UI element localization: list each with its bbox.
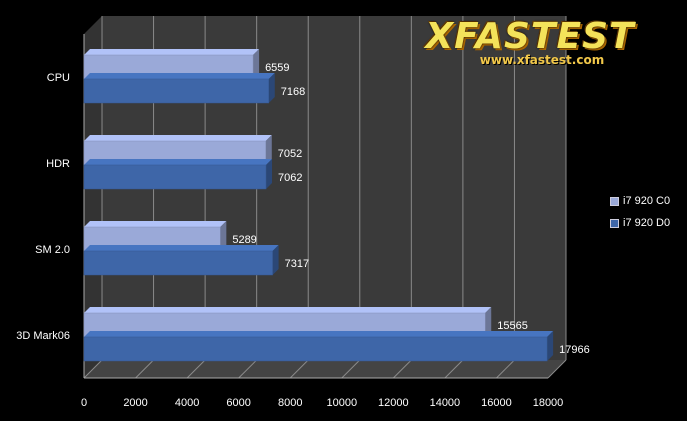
gridline-floor: [341, 359, 361, 379]
bar: [83, 78, 270, 104]
gridline-floor: [186, 359, 206, 379]
gridline-floor: [83, 359, 103, 379]
category-label: SM 2.0: [35, 244, 70, 256]
x-tick-label: 16000: [481, 397, 512, 409]
x-tick-label: 10000: [326, 397, 357, 409]
x-tick-label: 6000: [226, 397, 250, 409]
bar: [83, 250, 273, 276]
x-tick-labels: 0 2000 4000 6000 8000 10000 12000 14000 16000 180…: [81, 397, 563, 409]
data-label: 7168: [281, 86, 305, 98]
legend-label-c0: i7 920 C0: [623, 195, 671, 207]
x-tick-label: 18000: [533, 397, 564, 409]
category-label: CPU: [47, 72, 70, 84]
gridline-floor: [238, 359, 258, 379]
gridline-floor: [444, 359, 464, 379]
data-label: 7317: [285, 258, 309, 270]
logo-wordmark: XFASTEST: [425, 16, 635, 57]
legend-item-c0: i7 920 C0: [610, 190, 670, 212]
gridline-floor: [392, 359, 412, 379]
gridline-floor: [496, 359, 515, 379]
bar-end: [265, 135, 272, 165]
category-labels: CPU HDR SM 2.0 3D Mark06: [16, 72, 70, 342]
bar-end: [272, 245, 279, 275]
x-tick-label: 4000: [175, 397, 199, 409]
gridline-floor: [289, 359, 309, 379]
plot-side-wall: [84, 16, 102, 378]
bar-top: [84, 159, 273, 165]
data-label: 7062: [278, 172, 302, 184]
bar-top: [84, 73, 275, 79]
data-label: 15565: [497, 320, 528, 332]
bar-end: [485, 307, 492, 337]
bar-top: [84, 221, 227, 227]
bar-top: [84, 49, 260, 55]
legend-swatch-c0: [610, 196, 619, 206]
data-labels: 6559 7168 7052 7062 5289 7317 15565 17966: [232, 62, 589, 356]
gridline-floor: [135, 359, 154, 379]
data-label: 17966: [559, 344, 590, 356]
x-tick-label: 12000: [378, 397, 409, 409]
x-tick-label: 2000: [123, 397, 147, 409]
legend-swatch-d0: [610, 218, 619, 228]
logo-url: www.xfastest.com: [479, 53, 605, 67]
bar-end: [253, 49, 260, 79]
gridline-floor: [547, 359, 567, 379]
legend-item-d0: i7 920 D0: [610, 212, 670, 234]
bar-end: [266, 159, 273, 189]
bar: [83, 164, 267, 190]
bar-top: [84, 331, 554, 337]
bar-end: [547, 331, 554, 361]
bar-end: [220, 221, 227, 251]
bar-top: [84, 307, 492, 313]
data-label: 5289: [232, 234, 256, 246]
category-label: 3D Mark06: [16, 330, 70, 342]
legend-label-d0: i7 920 D0: [623, 217, 671, 229]
bar-top: [84, 135, 272, 141]
bar-end: [268, 73, 275, 103]
x-tick-label: 14000: [430, 397, 461, 409]
x-tick-label: 8000: [278, 397, 302, 409]
category-label: HDR: [46, 158, 70, 170]
xfastest-logo: XFASTEST www.xfastest.com: [412, 16, 648, 72]
data-label: 6559: [265, 62, 289, 74]
legend: i7 920 C0 i7 920 D0: [610, 190, 670, 234]
x-tick-label: 0: [81, 397, 87, 409]
data-label: 7052: [278, 148, 302, 160]
bars: [83, 49, 554, 362]
plot-floor: [84, 360, 566, 378]
bar-top: [84, 245, 279, 251]
bar: [83, 336, 548, 362]
